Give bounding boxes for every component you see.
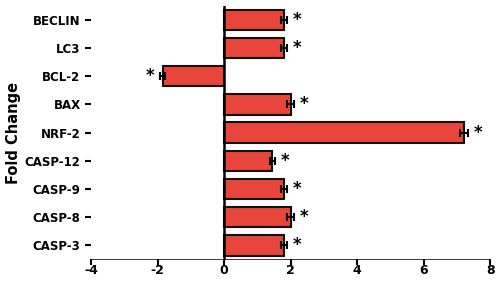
Bar — [224, 38, 284, 58]
Y-axis label: Fold Change: Fold Change — [6, 82, 20, 184]
Text: *: * — [292, 180, 301, 198]
Text: *: * — [300, 95, 308, 113]
Bar — [224, 94, 290, 115]
Bar — [224, 179, 284, 199]
Text: *: * — [145, 67, 154, 85]
Text: *: * — [292, 237, 301, 254]
Text: *: * — [292, 39, 301, 57]
Bar — [162, 66, 224, 86]
Text: *: * — [300, 208, 308, 226]
Text: *: * — [292, 11, 301, 29]
Bar — [224, 151, 272, 171]
Text: *: * — [474, 124, 482, 142]
Bar — [224, 123, 464, 143]
Text: *: * — [281, 152, 289, 170]
Bar — [224, 10, 284, 30]
Bar — [224, 235, 284, 256]
Bar — [224, 207, 290, 228]
